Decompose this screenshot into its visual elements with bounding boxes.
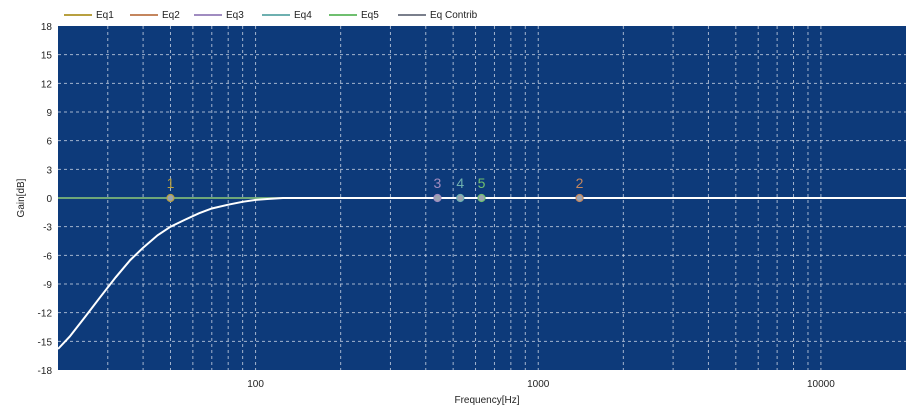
x-tick-label: 10000 (807, 379, 835, 390)
legend: Eq1 Eq2 Eq3 Eq4 Eq5 Eq Contrib (64, 10, 478, 21)
legend-label-eq4: Eq4 (294, 10, 312, 21)
eq-marker-5 (477, 193, 486, 203)
y-tick-label: 18 (41, 22, 53, 33)
eq-marker-1 (166, 193, 175, 203)
legend-label-eq2: Eq2 (162, 10, 180, 21)
eq-marker-3 (433, 193, 442, 203)
y-tick-label: 12 (41, 79, 53, 90)
y-tick-label: -15 (38, 337, 53, 348)
y-axis-title: Gain[dB] (16, 178, 27, 217)
y-tick-label: 6 (46, 137, 52, 148)
y-tick-label: 9 (46, 108, 52, 119)
eq-marker-label-1: 1 (167, 175, 175, 191)
x-tick-label: 100 (247, 379, 264, 390)
eq-marker-2 (575, 193, 584, 203)
legend-label-eq-contrib: Eq Contrib (430, 10, 478, 21)
eq-marker-label-2: 2 (576, 175, 584, 191)
y-tick-label: -18 (38, 366, 53, 377)
eq-marker-label-5: 5 (478, 175, 486, 191)
y-tick-label: 0 (46, 194, 52, 205)
y-tick-label: -9 (43, 280, 52, 291)
y-tick-label: -6 (43, 251, 52, 262)
series-eq-contrib (57, 197, 906, 350)
x-axis: 100 1000 10000 (247, 379, 835, 390)
legend-label-eq1: Eq1 (96, 10, 114, 21)
eq-marker-label-3: 3 (434, 175, 442, 191)
y-tick-label: -3 (43, 223, 52, 234)
y-axis: 18 15 12 9 6 3 0 -3 -6 -9 -12 -15 -18 (38, 22, 53, 377)
eq-marker-label-4: 4 (456, 175, 464, 191)
x-tick-label: 1000 (527, 379, 550, 390)
y-tick-label: -12 (38, 309, 53, 320)
legend-label-eq3: Eq3 (226, 10, 244, 21)
legend-label-eq5: Eq5 (361, 10, 379, 21)
x-axis-title: Frequency[Hz] (454, 395, 519, 406)
eq-marker-4 (456, 193, 465, 203)
y-tick-label: 3 (46, 165, 52, 176)
y-tick-label: 15 (41, 51, 53, 62)
